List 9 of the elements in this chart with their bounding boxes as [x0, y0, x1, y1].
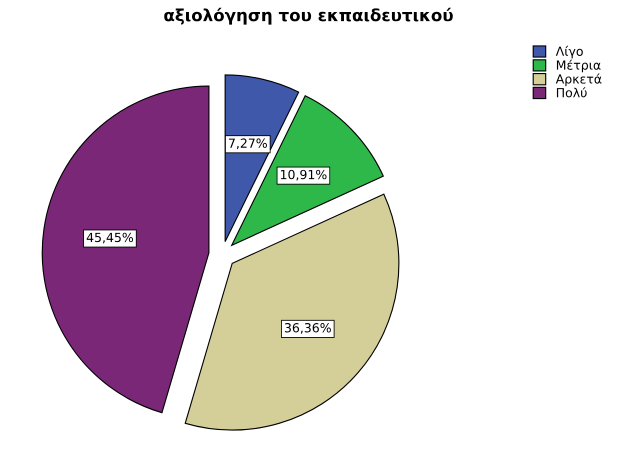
chart-title: αξιολόγηση του εκπαιδευτικού — [164, 8, 453, 25]
data-label: 7,27% — [228, 138, 267, 150]
data-label: 45,45% — [86, 232, 134, 244]
legend-label: Πολύ — [556, 87, 587, 98]
data-label: 36,36% — [284, 323, 331, 334]
data-label: 10,91% — [280, 170, 327, 181]
legend-label: Λίγο — [556, 46, 583, 58]
legend-label: Αρκετά — [556, 73, 602, 86]
legend-label: Μέτρια — [556, 60, 601, 72]
